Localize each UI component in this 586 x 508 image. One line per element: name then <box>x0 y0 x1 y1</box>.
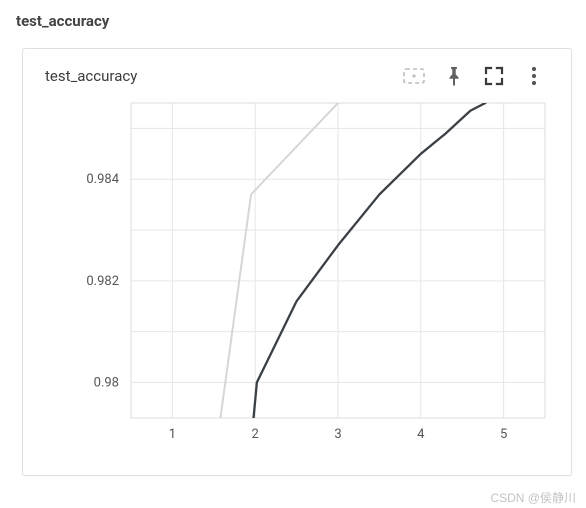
x-tick-label: 4 <box>417 427 425 442</box>
fullscreen-icon[interactable] <box>483 65 505 87</box>
chart-card: test_accuracy <box>22 48 572 476</box>
section-title: test_accuracy <box>0 0 586 34</box>
more-vert-icon[interactable] <box>523 65 545 87</box>
card-actions <box>403 65 553 87</box>
x-tick-label: 1 <box>169 427 176 442</box>
card-title: test_accuracy <box>45 67 403 85</box>
focus-frame-icon[interactable] <box>403 65 425 87</box>
series-run_dark <box>254 103 486 418</box>
chart-area: 0.98 0.982 0.984 1 2 3 4 5 <box>31 97 563 467</box>
watermark: CSDN @侯静川 <box>490 489 576 506</box>
y-tick-label: 0.982 <box>86 274 119 289</box>
x-tick-label: 2 <box>252 427 259 442</box>
y-tick-label: 0.984 <box>86 172 119 187</box>
pin-icon[interactable] <box>443 65 465 87</box>
line-chart: 0.98 0.982 0.984 1 2 3 4 5 <box>31 97 559 457</box>
series-run_light <box>220 103 338 418</box>
y-tick-label: 0.98 <box>94 375 119 390</box>
card-header: test_accuracy <box>31 59 563 97</box>
x-tick-label: 3 <box>334 427 341 442</box>
x-tick-label: 5 <box>500 427 507 442</box>
